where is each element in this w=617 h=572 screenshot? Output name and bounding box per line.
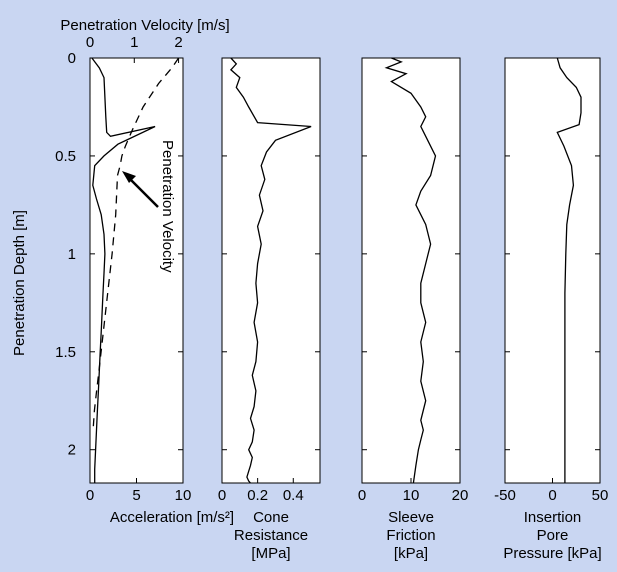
x-tick-label: 50 — [592, 487, 609, 504]
panel-A-frame — [89, 57, 184, 484]
series-line-D — [556, 57, 582, 483]
x-tick-label: 10 — [175, 487, 192, 504]
y-tick-label: 0.5 — [55, 148, 76, 165]
x-tick-label: 0 — [548, 487, 556, 504]
series-line-C — [384, 57, 437, 484]
x-axis-title-line: Resistance — [234, 527, 308, 544]
panel-letter: B — [265, 73, 277, 92]
annotation-label: Penetration Velocity — [159, 140, 176, 273]
x-tick-label: 5 — [132, 487, 140, 504]
x-tick-label: 0 — [358, 487, 366, 504]
x-tick-label: 0.2 — [247, 487, 268, 504]
panel-letter: C — [405, 73, 417, 92]
y-tick-label: 0 — [68, 50, 76, 67]
series-line-A-acceleration — [91, 57, 156, 483]
y-axis-title: Penetration Depth [m] — [11, 210, 28, 356]
x-axis-title-line: Sleeve — [388, 509, 434, 526]
x-axis-title-line: [kPa] — [394, 545, 428, 562]
panel-B-frame — [221, 57, 321, 484]
annotation-arrow-shaft — [127, 176, 159, 208]
x-tick-label: 0 — [218, 487, 226, 504]
annotation-arrow-head — [122, 171, 136, 183]
y-tick-label: 2 — [68, 442, 76, 459]
x-axis-title-line: Pore — [537, 527, 569, 544]
panel-letter: D — [546, 73, 558, 92]
series-line-A-penetration_velocity — [92, 57, 180, 431]
x-axis-title-line: Friction — [386, 527, 435, 544]
x-tick-label: 20 — [452, 487, 469, 504]
x-tick-label: -50 — [494, 487, 516, 504]
x-axis-title: Acceleration [m/s²] — [110, 509, 234, 526]
top-axis-title: Penetration Velocity [m/s] — [60, 17, 229, 34]
y-tick-label: 1.5 — [55, 344, 76, 361]
x-axis-title-line: Pressure [kPa] — [503, 545, 601, 562]
top-x-tick-label: 1 — [130, 34, 138, 51]
top-x-tick-label: 2 — [174, 34, 182, 51]
series-line-B — [229, 57, 312, 484]
panel-C-frame — [361, 57, 461, 484]
x-axis-title-line: [MPa] — [251, 545, 290, 562]
panel-letter: A — [130, 73, 142, 92]
panel-D-frame — [504, 57, 601, 484]
top-x-tick-label: 0 — [86, 34, 94, 51]
x-tick-label: 10 — [403, 487, 420, 504]
x-tick-label: 0 — [86, 487, 94, 504]
x-axis-title-line: Insertion — [524, 509, 582, 526]
x-tick-label: 0.4 — [283, 487, 304, 504]
x-axis-title-line: Cone — [253, 509, 289, 526]
y-tick-label: 1 — [68, 246, 76, 263]
panel-A: 0 0.5 1 1.5 2 0 5 10 0 1 2 A Penetration Velocity Acc… — [55, 34, 234, 526]
